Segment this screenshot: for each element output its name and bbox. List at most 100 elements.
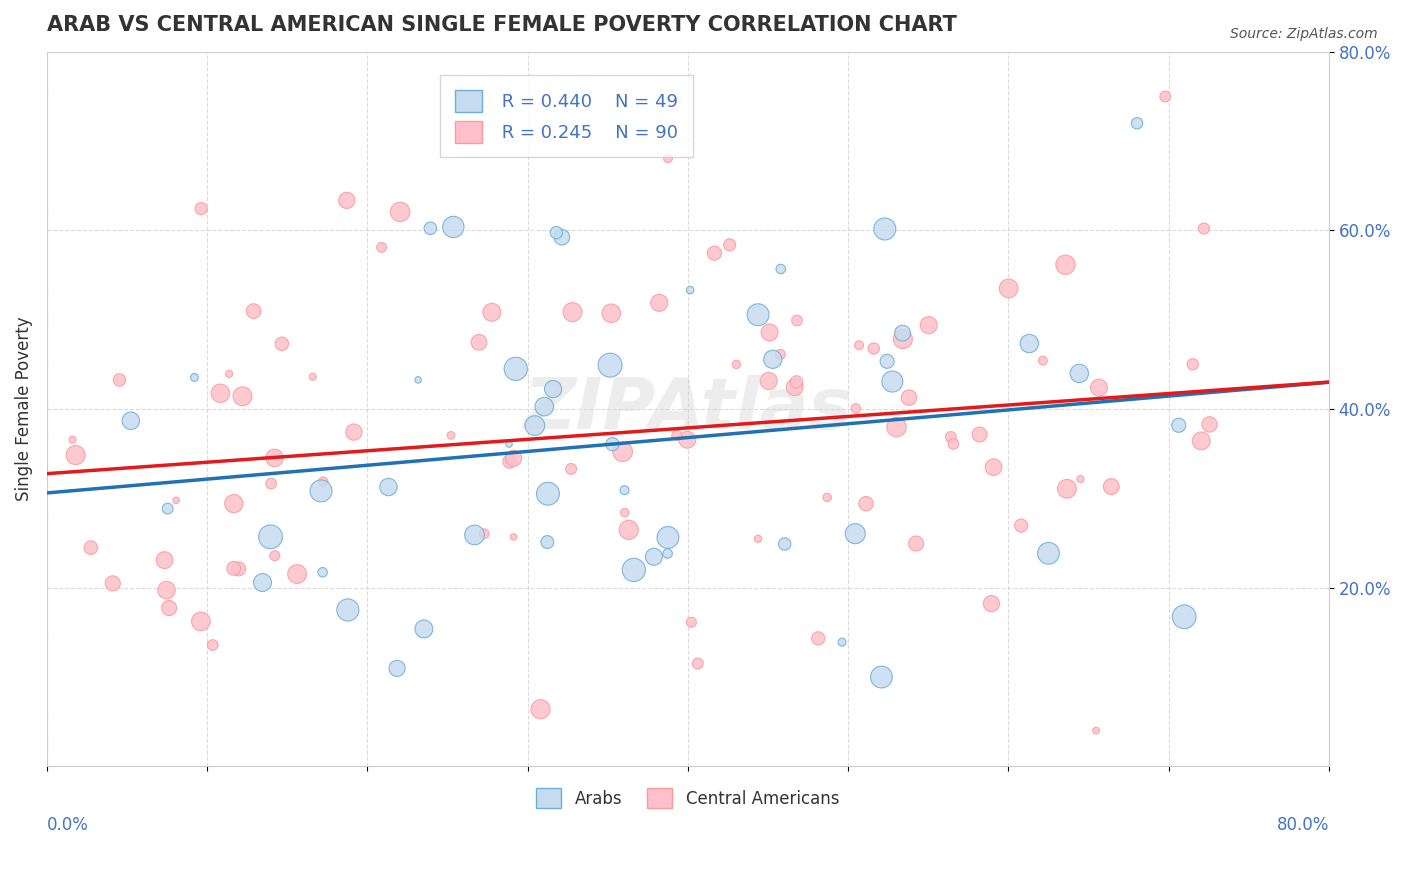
- Point: [786, 313, 808, 327]
- Legend: Arabs, Central Americans: Arabs, Central Americans: [530, 781, 846, 815]
- Point: [876, 354, 898, 368]
- Point: [1032, 353, 1054, 368]
- Point: [441, 219, 464, 234]
- Point: [718, 237, 741, 252]
- Point: [153, 553, 176, 567]
- Point: [523, 418, 546, 433]
- Point: [343, 425, 366, 439]
- Point: [1056, 482, 1078, 496]
- Point: [541, 382, 564, 396]
- Point: [643, 549, 665, 564]
- Point: [758, 326, 780, 340]
- Point: [980, 597, 1002, 611]
- Point: [1054, 258, 1077, 272]
- Point: [1099, 479, 1122, 493]
- Point: [309, 483, 332, 498]
- Point: [1088, 381, 1111, 395]
- Point: [600, 306, 623, 320]
- Point: [747, 532, 769, 546]
- Point: [263, 549, 285, 563]
- Point: [155, 583, 177, 598]
- Point: [891, 326, 914, 340]
- Point: [1069, 472, 1091, 486]
- Point: [101, 576, 124, 591]
- Point: [1038, 546, 1060, 560]
- Point: [108, 373, 131, 387]
- Point: [1173, 609, 1195, 624]
- Point: [505, 361, 527, 376]
- Point: [560, 462, 582, 476]
- Point: [657, 547, 679, 561]
- Point: [942, 437, 965, 451]
- Point: [681, 615, 703, 630]
- Point: [183, 370, 205, 384]
- Point: [533, 400, 555, 414]
- Point: [546, 226, 568, 240]
- Point: [551, 230, 574, 244]
- Point: [285, 567, 308, 582]
- Point: [419, 221, 441, 235]
- Point: [898, 391, 921, 405]
- Point: [157, 601, 180, 615]
- Text: Source: ZipAtlas.com: Source: ZipAtlas.com: [1230, 27, 1378, 41]
- Point: [502, 530, 524, 544]
- Point: [613, 483, 636, 498]
- Point: [1126, 116, 1149, 130]
- Text: ARAB VS CENTRAL AMERICAN SINGLE FEMALE POVERTY CORRELATION CHART: ARAB VS CENTRAL AMERICAN SINGLE FEMALE P…: [46, 15, 956, 35]
- Point: [599, 358, 621, 372]
- Point: [561, 305, 583, 319]
- Point: [529, 702, 551, 716]
- Point: [679, 283, 702, 297]
- Point: [201, 638, 224, 652]
- Point: [463, 528, 485, 542]
- Point: [1198, 417, 1220, 432]
- Point: [260, 476, 283, 491]
- Point: [165, 493, 187, 508]
- Point: [259, 530, 281, 544]
- Point: [1181, 357, 1204, 371]
- Point: [252, 575, 274, 590]
- Point: [498, 437, 520, 451]
- Point: [815, 491, 838, 505]
- Point: [873, 222, 896, 236]
- Point: [242, 304, 264, 318]
- Point: [231, 389, 253, 403]
- Point: [905, 536, 928, 550]
- Point: [725, 358, 748, 372]
- Point: [218, 367, 240, 381]
- Point: [537, 486, 560, 500]
- Point: [1085, 723, 1108, 738]
- Y-axis label: Single Female Poverty: Single Female Poverty: [15, 317, 32, 501]
- Point: [209, 386, 232, 401]
- Point: [120, 414, 142, 428]
- Point: [613, 506, 636, 520]
- Point: [1018, 336, 1040, 351]
- Point: [773, 537, 796, 551]
- Point: [862, 342, 884, 356]
- Point: [190, 615, 212, 629]
- Point: [882, 375, 904, 389]
- Point: [385, 661, 408, 675]
- Point: [676, 433, 699, 447]
- Point: [311, 566, 333, 580]
- Point: [502, 451, 524, 466]
- Point: [190, 202, 212, 216]
- Point: [657, 151, 679, 165]
- Point: [855, 497, 877, 511]
- Point: [389, 205, 412, 219]
- Point: [769, 347, 792, 361]
- Point: [648, 296, 671, 310]
- Point: [498, 454, 520, 468]
- Point: [336, 194, 359, 208]
- Point: [747, 308, 769, 322]
- Point: [786, 375, 808, 389]
- Point: [312, 475, 335, 489]
- Point: [468, 335, 491, 350]
- Point: [769, 262, 792, 277]
- Point: [536, 535, 558, 549]
- Point: [918, 318, 941, 332]
- Text: ZIPAtlas: ZIPAtlas: [523, 375, 852, 443]
- Point: [472, 526, 495, 541]
- Point: [939, 430, 962, 444]
- Point: [1192, 221, 1215, 235]
